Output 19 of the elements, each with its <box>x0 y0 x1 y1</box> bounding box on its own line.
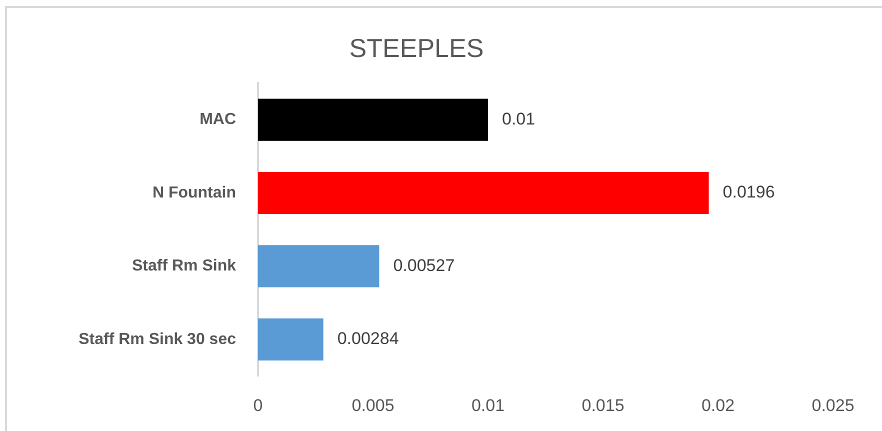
y-tick-label: Staff Rm Sink <box>132 258 236 275</box>
y-tick-label: Staff Rm Sink 30 sec <box>78 330 236 348</box>
x-tick-label: 0.015 <box>582 396 624 415</box>
x-tick-label: 0.025 <box>812 396 854 415</box>
x-tick-label: 0.005 <box>352 396 394 415</box>
data-label: 0.00527 <box>393 256 455 275</box>
bar <box>258 172 709 214</box>
y-tick-label: MAC <box>200 111 236 128</box>
bar <box>258 245 380 288</box>
bar <box>258 98 488 141</box>
x-tick-label: 0.01 <box>471 396 505 415</box>
x-tick-label: 0.02 <box>701 396 735 415</box>
y-tick-label: N Fountain <box>152 184 236 202</box>
data-label: 0.01 <box>502 109 536 128</box>
data-label: 0.0196 <box>722 182 775 202</box>
chart-title: STEEPLES <box>349 32 484 63</box>
x-tick-label: 0 <box>253 396 263 415</box>
data-label: 0.00284 <box>337 329 399 348</box>
bar <box>258 318 324 360</box>
